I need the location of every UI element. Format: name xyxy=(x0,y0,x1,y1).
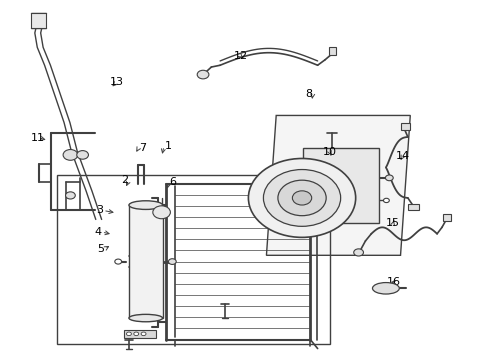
Text: 3: 3 xyxy=(96,206,102,216)
Circle shape xyxy=(65,192,75,199)
Text: 5: 5 xyxy=(97,244,104,254)
Ellipse shape xyxy=(129,201,162,210)
Text: 8: 8 xyxy=(305,89,312,99)
Circle shape xyxy=(277,180,325,216)
Circle shape xyxy=(168,259,176,265)
Circle shape xyxy=(77,150,88,159)
Ellipse shape xyxy=(129,314,162,322)
Bar xyxy=(124,330,156,338)
Bar xyxy=(31,13,45,28)
Bar xyxy=(443,214,450,221)
Bar xyxy=(400,123,409,130)
Circle shape xyxy=(63,149,78,160)
Polygon shape xyxy=(266,116,409,255)
Text: 4: 4 xyxy=(94,227,101,237)
Bar xyxy=(129,205,162,318)
Text: 2: 2 xyxy=(122,175,128,185)
Text: 11: 11 xyxy=(31,133,45,143)
Circle shape xyxy=(385,175,392,181)
Circle shape xyxy=(153,206,170,219)
Circle shape xyxy=(263,170,340,226)
Text: 9: 9 xyxy=(303,159,309,169)
Circle shape xyxy=(197,70,208,79)
Circle shape xyxy=(353,249,363,256)
Text: 10: 10 xyxy=(323,147,336,157)
Bar xyxy=(329,46,335,55)
Text: 16: 16 xyxy=(386,277,400,287)
Circle shape xyxy=(141,332,146,336)
Ellipse shape xyxy=(372,283,399,294)
Text: 14: 14 xyxy=(395,150,409,161)
Bar xyxy=(303,148,378,223)
Circle shape xyxy=(383,198,388,203)
Text: 1: 1 xyxy=(164,141,171,151)
Circle shape xyxy=(248,158,355,237)
Bar xyxy=(57,175,329,344)
Circle shape xyxy=(115,259,122,264)
Bar xyxy=(407,204,418,211)
Text: 13: 13 xyxy=(109,77,123,87)
Circle shape xyxy=(134,332,139,336)
Text: 15: 15 xyxy=(385,218,399,228)
Text: 7: 7 xyxy=(139,143,146,153)
Text: 6: 6 xyxy=(169,177,176,187)
Circle shape xyxy=(126,332,131,336)
Circle shape xyxy=(292,191,311,205)
Text: 12: 12 xyxy=(233,51,247,61)
